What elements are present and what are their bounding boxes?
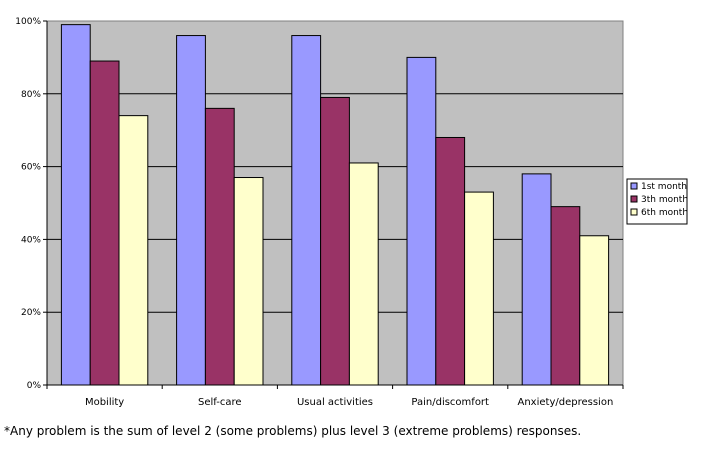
y-tick-label: 80% xyxy=(21,90,41,100)
footnote: *Any problem is the sum of level 2 (some… xyxy=(4,424,582,438)
x-tick-label: Anxiety/depression xyxy=(518,397,614,408)
bar xyxy=(60,24,91,386)
bar xyxy=(204,107,235,386)
x-tick-label: Usual activities xyxy=(297,397,373,408)
x-tick-label: Mobility xyxy=(85,397,124,408)
bar xyxy=(406,56,437,386)
bar xyxy=(348,162,379,386)
y-tick-label: 0% xyxy=(27,381,42,391)
bar xyxy=(521,173,552,386)
bar xyxy=(89,60,120,386)
y-tick-label: 60% xyxy=(21,163,41,173)
bar xyxy=(320,96,350,386)
bar xyxy=(118,115,149,386)
y-tick-label: 40% xyxy=(21,235,41,245)
legend-swatch xyxy=(630,195,638,203)
bar xyxy=(291,35,322,386)
y-tick-label: 20% xyxy=(21,308,41,318)
legend-swatch xyxy=(630,208,638,216)
bar xyxy=(579,235,610,386)
bar xyxy=(550,206,581,386)
legend-label: 3th month xyxy=(641,195,688,205)
legend-label: 1st month xyxy=(641,182,687,192)
legend-label: 6th month xyxy=(641,208,688,218)
legend: 1st month 3th month 6th month xyxy=(626,178,688,225)
x-tick-label: Pain/discomfort xyxy=(411,397,489,408)
x-axis: Mobility Self-care Usual activities Pain/di… xyxy=(46,384,624,408)
legend-swatch xyxy=(630,182,638,190)
bar xyxy=(464,191,494,386)
bar xyxy=(176,35,206,386)
bar xyxy=(435,136,466,386)
x-tick-label: Self-care xyxy=(198,397,242,408)
bar xyxy=(233,177,264,386)
bar-chart: 0% 20% 40% 60% 80% 100% Mobility Self-care Usua… xyxy=(15,17,688,408)
y-tick-label: 100% xyxy=(15,17,41,27)
y-axis: 0% 20% 40% 60% 80% 100% xyxy=(15,17,48,391)
